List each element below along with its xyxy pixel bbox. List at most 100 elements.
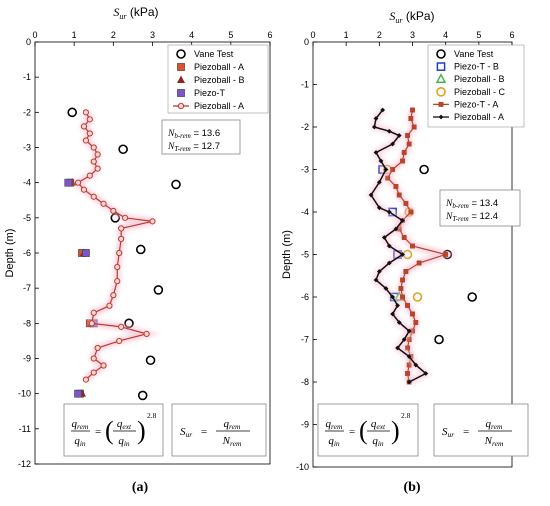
panel-a-formula-q-ratio: qrem qin = ( qext qin ) 2.8: [63, 403, 164, 457]
panel-a-legend-marker: [177, 89, 185, 97]
panel-b-legend-marker: [438, 114, 444, 120]
panel-b-series-5-point: [423, 371, 429, 376]
panel-a-series-4-line: [77, 112, 153, 381]
panel-b-series-4-point: [393, 184, 399, 189]
panel-a-legend-marker: [177, 102, 185, 110]
panel-a-n-values-box: Nb-rem = 13.6 NT-rem = 12.7: [161, 119, 241, 155]
panel-a-legend-label: Piezoball - A: [194, 62, 244, 72]
panel-a-n-b-rem: Nb-rem = 13.6: [167, 128, 220, 140]
panel-b-series-5-point: [393, 226, 399, 232]
panel-a-y-tick-label: -1: [23, 72, 31, 82]
panel-b-y-tick-label: -4: [301, 207, 309, 217]
panel-b-series-5-point: [368, 192, 374, 198]
panel-a-series-4-point: [86, 172, 93, 179]
panel-b-series-5-point: [401, 337, 407, 342]
panel-a-series-4-point: [106, 302, 113, 309]
panel-a-series-4-point: [143, 330, 150, 337]
panel-a-y-axis-title: Depth (m): [4, 229, 16, 278]
panel-b-series: [366, 107, 478, 386]
panel-b-formula-q-ratio: qrem qin = ( qext qin ) 2.8: [317, 403, 419, 457]
panel-b-legend-marker: [435, 73, 447, 83]
panel-b-legend-item: Piezo-T - B: [436, 62, 499, 72]
panel-b-legend-label: Vane Test: [454, 49, 494, 59]
panel-b-series-4-point: [400, 158, 406, 164]
panel-a-y-tick-label: -8: [23, 318, 31, 328]
panel-a-legend-item: Piezo-T: [177, 88, 226, 98]
panel-a-legend-marker: [177, 75, 185, 83]
svg-text:): ): [391, 416, 400, 445]
panel-b-y-axis-title: Depth (m): [281, 230, 293, 279]
panel-b-legend: Vane Test Piezo-T - B Piezoball - B Piezoba…: [427, 44, 525, 128]
panel-a-series-4-point: [94, 344, 101, 352]
panel-a-series-0-point: [145, 355, 156, 366]
panel-a-series-4-point: [80, 123, 88, 130]
panel-a-series-4-point: [86, 130, 93, 137]
panel-b-legend-frame: [427, 44, 525, 128]
svg-text:Sur: Sur: [180, 426, 192, 439]
panel-b-series-4-point: [400, 294, 406, 300]
panel-a-series-4-point: [94, 165, 101, 172]
panel-a-series-4-point: [114, 278, 121, 285]
panel-b-series-4-point: [405, 303, 410, 308]
panel-b-x-tick-label: 3: [410, 30, 415, 40]
panel-b-series-4-point: [396, 192, 402, 198]
panel-a-series-0-point: [153, 285, 164, 295]
panel-a-series-4-point: [80, 186, 88, 193]
panel-b-series-5-point: [406, 328, 412, 334]
panel-b-series-5-point: [386, 243, 392, 249]
panel-b-series-5-point: [383, 167, 389, 172]
panel-b-x-tick-label: 5: [476, 30, 481, 40]
panel-b-legend-marker: [436, 49, 446, 59]
panel-a-series-4-point: [116, 249, 123, 257]
panel-a-series-3-point: [64, 178, 73, 187]
panel-b-axes: 0 1 2 3 4 5 6 0 -1 -2 -3 -4 -5 -6 -7 -8 -9 -10 Depth (m): [281, 30, 515, 472]
panel-b-legend-marker: [436, 62, 446, 71]
panel-a-series-0-point: [135, 244, 146, 255]
panel-b-y-tick-label: -2: [301, 122, 309, 132]
panel-b-legend-item: Piezoball - B: [435, 73, 505, 84]
panel-a-legend-label: Piezoball - B: [194, 75, 245, 85]
panel-b-series-4-point: [410, 243, 415, 249]
panel-a-legend-label: Piezo-T: [194, 88, 226, 98]
svg-text:(: (: [105, 416, 114, 445]
panel-b-legend-item: Vane Test: [436, 49, 494, 59]
panel-b-n-t-rem: NT-rem = 12.4: [445, 211, 498, 223]
panel-b-series-5-point: [406, 354, 412, 359]
panel-a-y-tick-label: 0: [26, 37, 31, 47]
panel-b-series-4-point: [401, 235, 407, 240]
panel-b-series-4-point: [443, 252, 449, 257]
panel-a-series-4-point: [82, 376, 90, 383]
panel-a-legend-marker: [176, 49, 186, 59]
panel-b-x-tick-label: 6: [509, 30, 514, 40]
panel-b-series-4-point: [408, 209, 414, 215]
svg-text:2.8: 2.8: [147, 411, 157, 420]
panel-b-series-4-point: [413, 320, 419, 325]
panel-a-x-tick-label: 6: [267, 30, 272, 40]
panel-a-formula-sur: Sur = qrem Nrem: [171, 403, 267, 457]
panel-b-y-tick-label: -7: [301, 335, 309, 345]
panel-b-legend-marker: [436, 87, 446, 97]
panel-b-legend-label: Piezoball - A: [454, 112, 504, 122]
panel-b-series-5-point: [396, 320, 402, 325]
panel-a-legend-item: Piezoball - A: [177, 62, 244, 72]
panel-a-series-4-point: [110, 292, 117, 299]
panel-b-series-5-point: [371, 124, 377, 130]
panel-b-series-5-point: [386, 260, 392, 266]
panel-a-series-4-point: [86, 116, 93, 123]
panel-b-series-5-point: [380, 107, 386, 113]
panel-a-series-4-point: [100, 200, 107, 207]
panel-b-series-4-point: [405, 133, 410, 138]
panel-b-series-5: [366, 107, 433, 386]
panel-b-series-5-point: [390, 141, 395, 147]
panel-b-series-4-point: [390, 167, 396, 172]
panel-a-series-4-point: [118, 323, 125, 330]
panel-b-y-tick-label: -1: [301, 80, 309, 90]
svg-text:qin: qin: [372, 435, 384, 448]
panel-b-legend-marker: [438, 101, 444, 107]
panel-b-series-5-point: [413, 362, 419, 368]
panel-a-y-tick-label: -9: [23, 354, 31, 364]
panel-a-series-4-point: [149, 218, 156, 225]
panel-a-y-tick-label: -11: [19, 424, 31, 434]
svg-text:): ): [137, 416, 146, 445]
panel-b-series-0-point: [467, 292, 478, 302]
